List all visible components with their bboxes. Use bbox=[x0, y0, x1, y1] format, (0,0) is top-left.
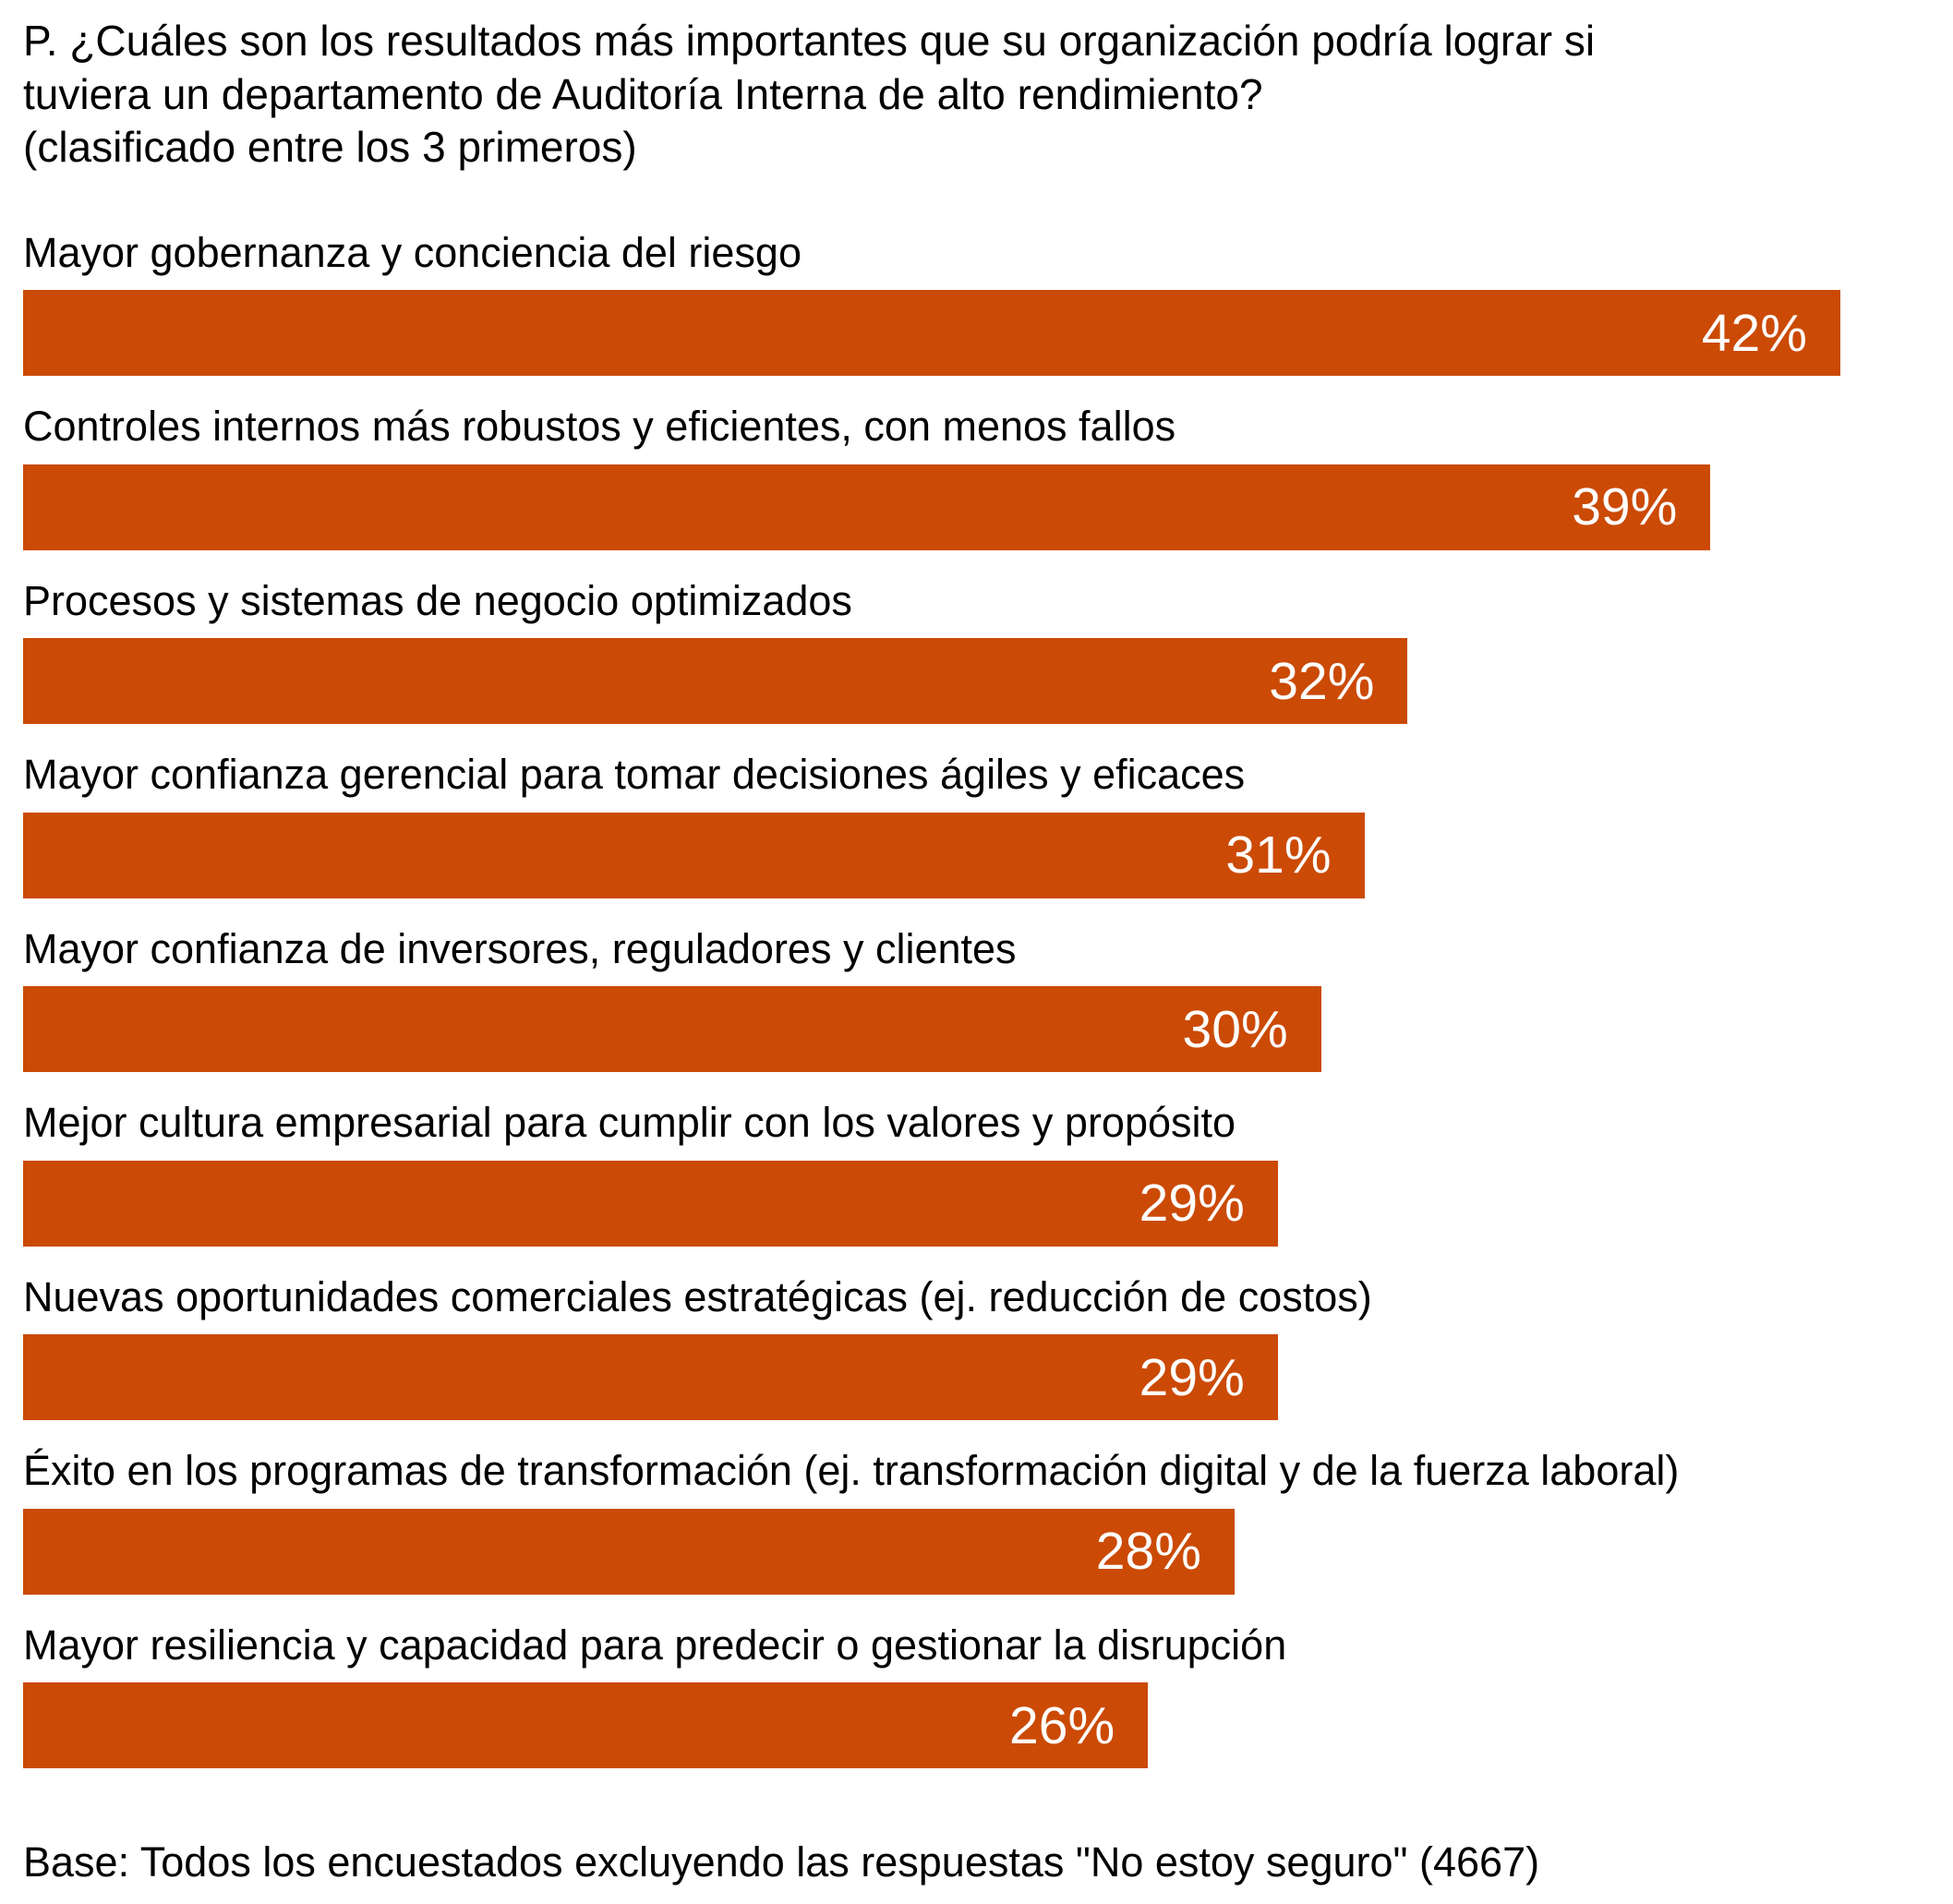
bar-label: Mejor cultura empresarial para cumplir c… bbox=[23, 1099, 1236, 1146]
bar-value: 31% bbox=[1225, 825, 1332, 885]
bar-label: Éxito en los programas de transformación… bbox=[23, 1447, 1680, 1494]
bar-track: 30% bbox=[23, 986, 1930, 1072]
bar-track: 31% bbox=[23, 812, 1930, 898]
bar-row: Controles internos más robustos y eficie… bbox=[23, 404, 1930, 550]
bar-label: Controles internos más robustos y eficie… bbox=[23, 403, 1176, 450]
bar-value: 29% bbox=[1139, 1174, 1245, 1233]
bar-label: Nuevas oportunidades comerciales estraté… bbox=[23, 1272, 1372, 1320]
bar-track: 26% bbox=[23, 1682, 1930, 1768]
bar-value: 28% bbox=[1095, 1522, 1201, 1581]
bar: 39% bbox=[23, 464, 1711, 550]
bar-label: Mayor resiliencia y capacidad para prede… bbox=[23, 1621, 1287, 1669]
bar-track: 42% bbox=[23, 290, 1930, 376]
bar-row: Procesos y sistemas de negocio optimizad… bbox=[23, 576, 1930, 724]
chart-title-line-1: P. ¿Cuáles son los resultados más import… bbox=[23, 17, 1596, 65]
bar: 26% bbox=[23, 1682, 1149, 1768]
bar-row: Mayor confianza gerencial para tomar dec… bbox=[23, 752, 1930, 898]
bar: 29% bbox=[23, 1160, 1278, 1247]
bar: 32% bbox=[23, 638, 1408, 724]
base-note: Base: Todos los encuestados excluyendo l… bbox=[23, 1838, 1540, 1886]
bar-value: 42% bbox=[1701, 303, 1807, 363]
bar-label: Mayor confianza de inversores, regulador… bbox=[23, 924, 1017, 972]
bar: 30% bbox=[23, 986, 1321, 1072]
bar-value: 32% bbox=[1269, 651, 1375, 711]
chart-title: P. ¿Cuáles son los resultados más import… bbox=[23, 15, 1930, 175]
bar: 31% bbox=[23, 812, 1365, 898]
chart-title-line-3: (clasificado entre los 3 primeros) bbox=[23, 123, 637, 171]
bar-row: Nuevas oportunidades comerciales estraté… bbox=[23, 1272, 1930, 1420]
bar-label: Mayor gobernanza y conciencia del riesgo bbox=[23, 228, 802, 276]
bar-value: 30% bbox=[1182, 999, 1288, 1059]
bar-track: 39% bbox=[23, 464, 1930, 550]
bar: 28% bbox=[23, 1508, 1235, 1595]
bar-row: Mayor confianza de inversores, regulador… bbox=[23, 924, 1930, 1072]
bar: 42% bbox=[23, 290, 1840, 376]
bar-label: Procesos y sistemas de negocio optimizad… bbox=[23, 576, 852, 624]
bar: 29% bbox=[23, 1334, 1278, 1420]
bar-value: 29% bbox=[1139, 1347, 1245, 1407]
bar-row: Éxito en los programas de transformación… bbox=[23, 1448, 1930, 1595]
bar-row: Mayor resiliencia y capacidad para prede… bbox=[23, 1621, 1930, 1768]
bar-track: 28% bbox=[23, 1508, 1930, 1595]
bar-track: 29% bbox=[23, 1160, 1930, 1247]
bar-label: Mayor confianza gerencial para tomar dec… bbox=[23, 751, 1246, 798]
bar-value: 39% bbox=[1572, 477, 1678, 536]
bar-value: 26% bbox=[1009, 1695, 1115, 1755]
bar-track: 32% bbox=[23, 638, 1930, 724]
chart-title-line-2: tuviera un departamento de Auditoría Int… bbox=[23, 69, 1263, 118]
bar-track: 29% bbox=[23, 1334, 1930, 1420]
bar-row: Mayor gobernanza y conciencia del riesgo… bbox=[23, 228, 1930, 376]
bar-row: Mejor cultura empresarial para cumplir c… bbox=[23, 1100, 1930, 1247]
bar-chart: Mayor gobernanza y conciencia del riesgo… bbox=[23, 228, 1930, 1797]
